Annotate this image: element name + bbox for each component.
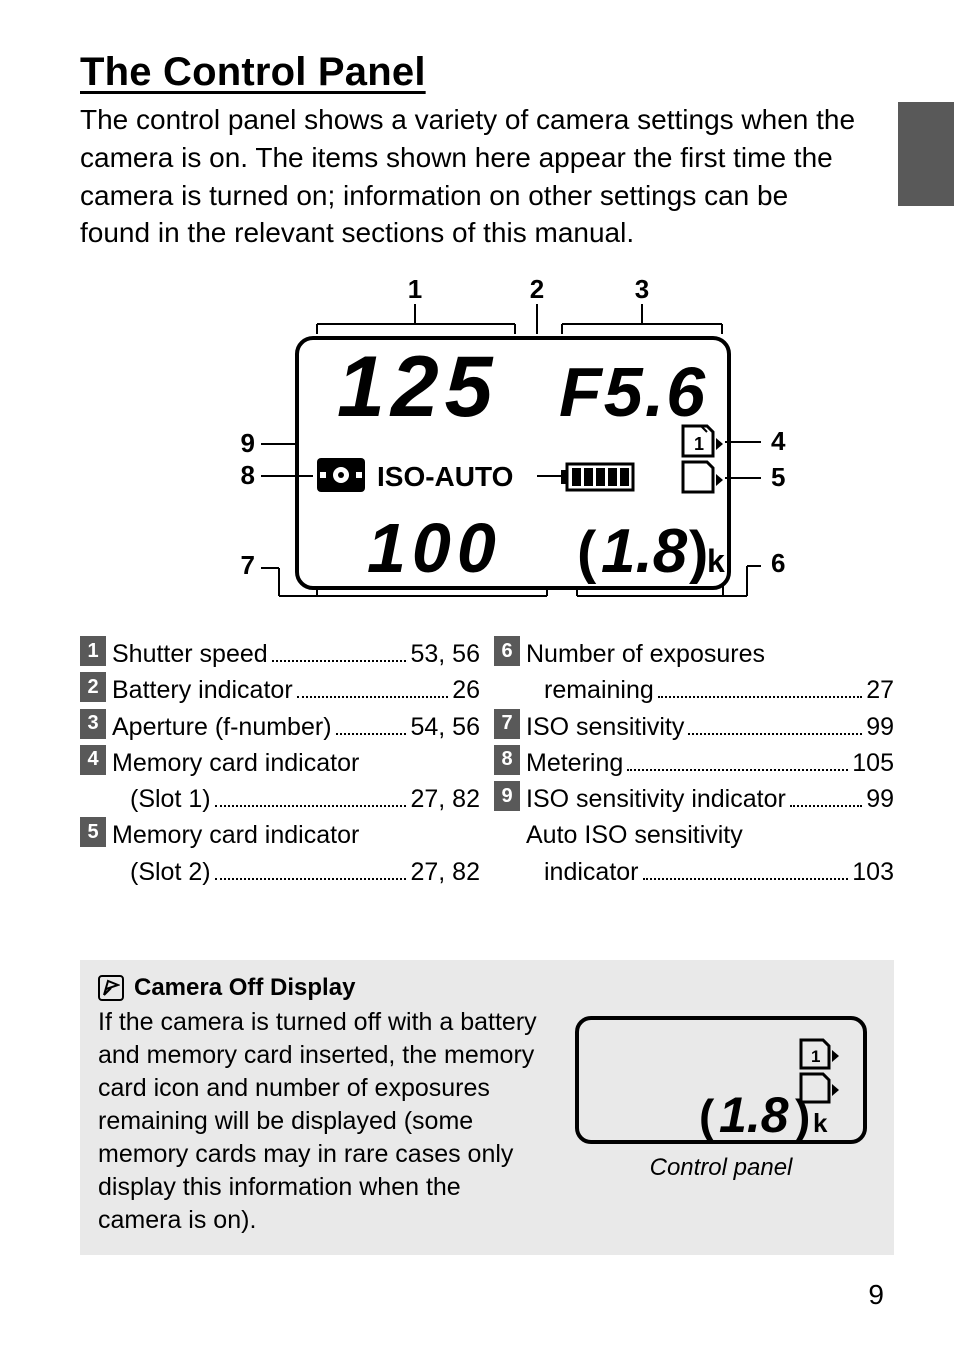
reference-number: 9 — [494, 781, 520, 811]
reference-label: Memory card indicator — [112, 817, 359, 853]
reference-label: Battery indicator — [112, 672, 293, 708]
reference-entry: 9ISO sensitivity indicator 99 Auto ISO se… — [494, 781, 894, 890]
reference-entry: 6Number of exposuresremaining 27 — [494, 636, 894, 709]
svg-text:1: 1 — [694, 434, 704, 454]
reference-number: 6 — [494, 636, 520, 666]
metering-icon — [317, 458, 365, 492]
page-title: The Control Panel — [80, 50, 894, 95]
reference-page: 103 — [852, 854, 894, 890]
note-text: If the camera is turned off with a batte… — [98, 1006, 546, 1237]
reference-page: 27 — [866, 672, 894, 708]
manual-page: The Control Panel The control panel show… — [0, 0, 954, 1345]
note-camera-off: Camera Off Display If the camera is turn… — [80, 960, 894, 1255]
reference-page: 99 — [866, 709, 894, 745]
reference-page: 105 — [852, 745, 894, 781]
note-icon — [98, 975, 124, 1001]
reference-number: 7 — [494, 709, 520, 739]
svg-text:): ) — [689, 520, 708, 585]
reference-number: 5 — [80, 817, 106, 847]
callout-4: 4 — [771, 426, 786, 456]
svg-text:(: ( — [577, 520, 597, 585]
note-caption: Control panel — [566, 1154, 876, 1182]
shutter-speed-value: 125 — [337, 339, 499, 435]
callout-2: 2 — [530, 276, 544, 304]
reference-label: Metering — [526, 745, 623, 781]
battery-icon — [561, 464, 633, 490]
iso-value: 100 — [367, 509, 502, 587]
reference-label: remaining — [544, 672, 654, 708]
reference-entry: 5Memory card indicator(Slot 2) 27, 82 — [80, 817, 480, 890]
reference-page: 53, 56 — [410, 636, 480, 672]
reference-columns: 1Shutter speed 53, 562Battery indicator … — [80, 636, 894, 890]
reference-label: (Slot 2) — [130, 854, 211, 890]
note-title: Camera Off Display — [134, 974, 355, 1002]
card-slot2-icon — [683, 462, 723, 492]
callout-7: 7 — [241, 550, 255, 580]
reference-col-left: 1Shutter speed 53, 562Battery indicator … — [80, 636, 480, 890]
svg-text:1.8: 1.8 — [601, 517, 688, 586]
exposures-remaining: ( 1.8 ) k — [577, 517, 725, 586]
reference-entry: 3Aperture (f-number) 54, 56 — [80, 709, 480, 745]
reference-page: 99 — [866, 781, 894, 817]
page-number: 9 — [868, 1279, 884, 1311]
svg-text:k: k — [707, 543, 725, 579]
callout-6: 6 — [771, 548, 785, 578]
reference-label: Shutter speed — [112, 636, 268, 672]
reference-number: 1 — [80, 636, 106, 666]
control-panel-diagram: 1 2 3 125 F5.6 — [167, 276, 807, 606]
reference-label: Auto ISO sensitivity — [526, 817, 743, 853]
reference-label: ISO sensitivity indicator — [526, 781, 786, 817]
intro-paragraph: The control panel shows a variety of cam… — [80, 101, 860, 252]
reference-label: ISO sensitivity — [526, 709, 684, 745]
note-figure: 1 ( 1.8 ) k Control panel — [566, 1006, 876, 1237]
svg-text:1.8: 1.8 — [719, 1087, 789, 1143]
reference-entry: 4Memory card indicator(Slot 1) 27, 82 — [80, 745, 480, 818]
reference-label: Number of exposures — [526, 636, 765, 672]
reference-col-right: 6Number of exposuresremaining 277ISO sen… — [494, 636, 894, 890]
reference-page: 26 — [452, 672, 480, 708]
callout-9: 9 — [241, 428, 255, 458]
reference-number: 2 — [80, 672, 106, 702]
svg-text:1: 1 — [811, 1047, 820, 1066]
iso-auto-label: ISO-AUTO — [377, 461, 513, 492]
aperture-value: F5.6 — [559, 353, 707, 431]
reference-label: Memory card indicator — [112, 745, 359, 781]
svg-text:(: ( — [699, 1090, 715, 1142]
callout-1: 1 — [408, 276, 422, 304]
callout-8: 8 — [241, 460, 255, 490]
reference-label: Aperture (f-number) — [112, 709, 332, 745]
reference-number: 4 — [80, 745, 106, 775]
reference-entry: 7ISO sensitivity 99 — [494, 709, 894, 745]
reference-number: 8 — [494, 745, 520, 775]
reference-page: 27, 82 — [410, 854, 480, 890]
reference-label: indicator — [544, 854, 639, 890]
reference-entry: 2Battery indicator 26 — [80, 672, 480, 708]
svg-text:k: k — [813, 1108, 828, 1138]
svg-text:): ) — [795, 1090, 810, 1142]
reference-page: 54, 56 — [410, 709, 480, 745]
reference-number: 3 — [80, 709, 106, 739]
reference-page: 27, 82 — [410, 781, 480, 817]
callout-5: 5 — [771, 462, 785, 492]
callout-3: 3 — [635, 276, 649, 304]
reference-label: (Slot 1) — [130, 781, 211, 817]
reference-entry: 8Metering 105 — [494, 745, 894, 781]
section-tab — [898, 102, 954, 206]
reference-entry: 1Shutter speed 53, 56 — [80, 636, 480, 672]
